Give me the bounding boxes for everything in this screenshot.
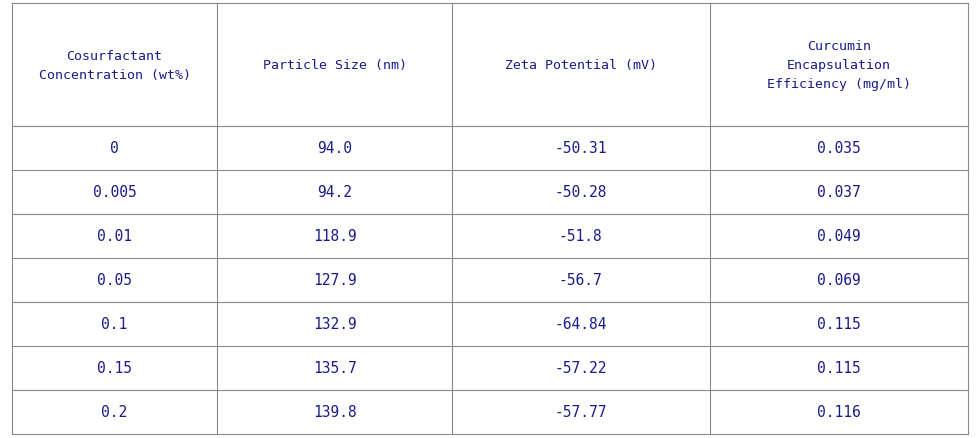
Text: -56.7: -56.7 [559,273,603,288]
Text: -57.77: -57.77 [555,404,608,419]
Text: 0.01: 0.01 [97,229,132,244]
Text: Zeta Potential (mV): Zeta Potential (mV) [505,59,657,72]
Text: 0.005: 0.005 [93,185,136,200]
Text: Particle Size (nm): Particle Size (nm) [263,59,407,72]
Text: 0.115: 0.115 [817,360,861,375]
Text: -64.84: -64.84 [555,317,608,332]
Text: 0.116: 0.116 [817,404,861,419]
Text: 0.2: 0.2 [102,404,127,419]
Text: 139.8: 139.8 [313,404,357,419]
Text: 0.069: 0.069 [817,273,861,288]
Text: 0.035: 0.035 [817,141,861,156]
Text: -57.22: -57.22 [555,360,608,375]
Text: -50.28: -50.28 [555,185,608,200]
Text: 127.9: 127.9 [313,273,357,288]
Text: 132.9: 132.9 [313,317,357,332]
Text: -50.31: -50.31 [555,141,608,156]
Text: Curcumin
Encapsulation
Efficiency (mg/ml): Curcumin Encapsulation Efficiency (mg/ml… [767,40,911,91]
Text: 94.0: 94.0 [318,141,352,156]
Text: 135.7: 135.7 [313,360,357,375]
Text: 118.9: 118.9 [313,229,357,244]
Text: 0.1: 0.1 [102,317,127,332]
Text: 0.037: 0.037 [817,185,861,200]
Text: Cosurfactant
Concentration (wt%): Cosurfactant Concentration (wt%) [38,49,190,81]
Text: 0: 0 [110,141,119,156]
Text: -51.8: -51.8 [559,229,603,244]
Text: 0.15: 0.15 [97,360,132,375]
Text: 0.115: 0.115 [817,317,861,332]
Text: 0.049: 0.049 [817,229,861,244]
Text: 94.2: 94.2 [318,185,352,200]
Text: 0.05: 0.05 [97,273,132,288]
